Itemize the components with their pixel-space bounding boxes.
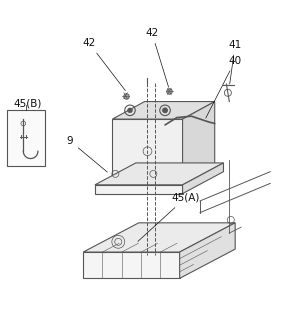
Text: 45(B): 45(B): [13, 98, 42, 108]
Text: 45(A): 45(A): [138, 193, 200, 241]
Circle shape: [163, 108, 167, 113]
Polygon shape: [95, 163, 224, 185]
Text: 40: 40: [206, 56, 242, 118]
Polygon shape: [112, 119, 183, 183]
Text: 9: 9: [67, 136, 107, 172]
Polygon shape: [83, 252, 180, 278]
Circle shape: [128, 108, 132, 113]
Text: 42: 42: [82, 38, 125, 91]
Text: 42: 42: [145, 28, 169, 87]
Polygon shape: [112, 101, 215, 119]
Polygon shape: [183, 163, 224, 194]
Bar: [7, 110, 45, 166]
Polygon shape: [95, 185, 183, 194]
Text: 41: 41: [229, 40, 242, 84]
Polygon shape: [83, 223, 235, 252]
Polygon shape: [183, 101, 215, 183]
Polygon shape: [180, 223, 235, 278]
